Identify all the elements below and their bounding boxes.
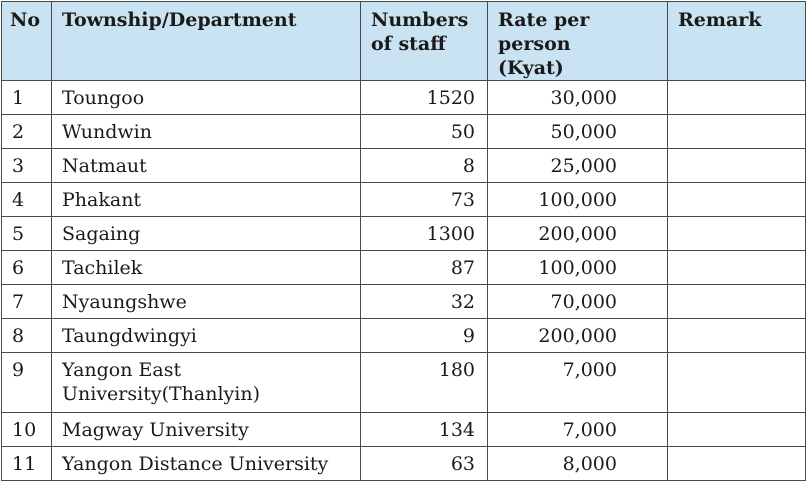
cell-rate: 25,000 — [487, 148, 668, 183]
cell-rate: 200,000 — [487, 318, 668, 353]
cell-staff: 134 — [360, 412, 488, 447]
cell-no: 6 — [1, 250, 52, 285]
cell-remark — [667, 114, 806, 149]
cell-township: Yangon East University(Thanlyin) — [51, 352, 361, 413]
cell-remark — [667, 250, 806, 285]
header-no: No — [1, 1, 52, 81]
cell-no: 7 — [1, 284, 52, 319]
cell-township-line1: Yangon East — [62, 359, 182, 381]
cell-rate: 70,000 — [487, 284, 668, 319]
header-remark: Remark — [667, 1, 806, 81]
cell-no: 2 — [1, 114, 52, 149]
cell-staff: 1300 — [360, 216, 488, 251]
cell-township: Nyaungshwe — [51, 284, 361, 319]
cell-staff: 32 — [360, 284, 488, 319]
cell-rate: 7,000 — [487, 352, 668, 413]
cell-township: Phakant — [51, 182, 361, 217]
table-row: 5 Sagaing 1300 200,000 — [1, 216, 806, 251]
cell-township: Natmaut — [51, 148, 361, 183]
cell-township: Magway University — [51, 412, 361, 447]
header-staff-line2: of staff — [371, 33, 446, 55]
header-rate: Rate per person (Kyat) — [487, 1, 668, 81]
cell-no: 4 — [1, 182, 52, 217]
table-row: 9 Yangon East University(Thanlyin) 180 7… — [1, 352, 806, 413]
header-rate-line1: Rate per person — [498, 9, 590, 55]
cell-remark — [667, 284, 806, 319]
cell-remark — [667, 148, 806, 183]
cell-remark — [667, 182, 806, 217]
cell-rate: 200,000 — [487, 216, 668, 251]
table-row: 2 Wundwin 50 50,000 — [1, 114, 806, 149]
table-row: 11 Yangon Distance University 63 8,000 — [1, 446, 806, 481]
table-body: 1 Toungoo 1520 30,000 2 Wundwin 50 50,00… — [1, 80, 806, 481]
cell-staff: 87 — [360, 250, 488, 285]
table-row: 3 Natmaut 8 25,000 — [1, 148, 806, 183]
cell-township-line2: University(Thanlyin) — [62, 383, 261, 405]
cell-staff: 50 — [360, 114, 488, 149]
cell-rate: 50,000 — [487, 114, 668, 149]
cell-no: 5 — [1, 216, 52, 251]
cell-remark — [667, 352, 806, 413]
cell-rate: 8,000 — [487, 446, 668, 481]
table-row: 1 Toungoo 1520 30,000 — [1, 80, 806, 115]
header-rate-line2: (Kyat) — [498, 57, 564, 79]
cell-no: 11 — [1, 446, 52, 481]
cell-township: Tachilek — [51, 250, 361, 285]
cell-staff: 180 — [360, 352, 488, 413]
cell-staff: 63 — [360, 446, 488, 481]
cell-remark — [667, 318, 806, 353]
cell-township: Yangon Distance University — [51, 446, 361, 481]
table-row: 6 Tachilek 87 100,000 — [1, 250, 806, 285]
table-row: 10 Magway University 134 7,000 — [1, 412, 806, 447]
cell-staff: 73 — [360, 182, 488, 217]
table-row: 7 Nyaungshwe 32 70,000 — [1, 284, 806, 319]
cell-rate: 7,000 — [487, 412, 668, 447]
table-row: 8 Taungdwingyi 9 200,000 — [1, 318, 806, 353]
cell-no: 3 — [1, 148, 52, 183]
table-row: 4 Phakant 73 100,000 — [1, 182, 806, 217]
cell-rate: 100,000 — [487, 182, 668, 217]
cell-staff: 1520 — [360, 80, 488, 115]
cell-staff: 8 — [360, 148, 488, 183]
cell-staff: 9 — [360, 318, 488, 353]
header-township: Township/Department — [51, 1, 361, 81]
cell-rate: 30,000 — [487, 80, 668, 115]
header-staff: Numbers of staff — [360, 1, 488, 81]
cell-remark — [667, 80, 806, 115]
table-header: No Township/Department Numbers of staff … — [1, 1, 806, 81]
cell-township: Toungoo — [51, 80, 361, 115]
cell-township: Sagaing — [51, 216, 361, 251]
header-row: No Township/Department Numbers of staff … — [1, 1, 806, 81]
cell-township: Wundwin — [51, 114, 361, 149]
header-staff-line1: Numbers — [371, 9, 469, 31]
cell-no: 10 — [1, 412, 52, 447]
cell-township: Taungdwingyi — [51, 318, 361, 353]
cell-remark — [667, 216, 806, 251]
cell-no: 8 — [1, 318, 52, 353]
cell-remark — [667, 412, 806, 447]
cell-no: 1 — [1, 80, 52, 115]
cell-remark — [667, 446, 806, 481]
cell-no: 9 — [1, 352, 52, 413]
cell-rate: 100,000 — [487, 250, 668, 285]
